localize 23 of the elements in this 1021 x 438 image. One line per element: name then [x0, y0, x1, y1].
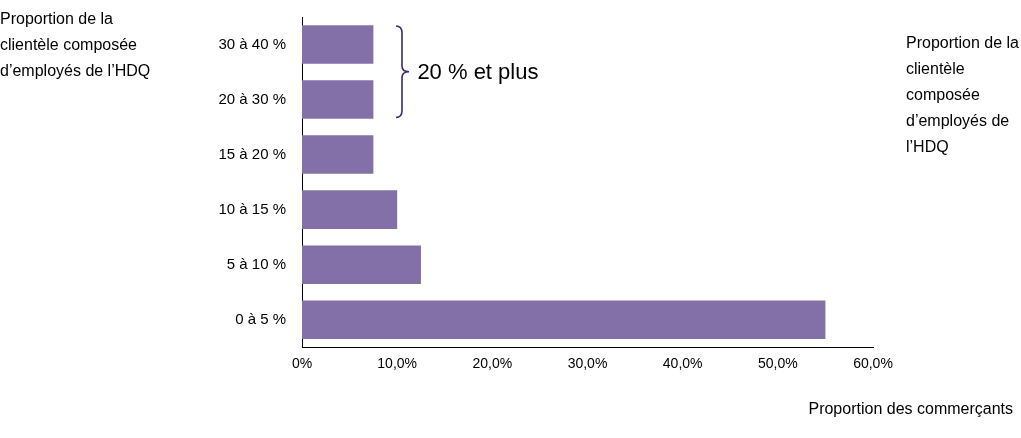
x-tick-label: 40,0%	[662, 355, 703, 372]
bar	[302, 25, 374, 64]
y-tick-label: 30 à 40 %	[218, 34, 286, 52]
x-tick-label: 30,0%	[567, 355, 608, 372]
bar	[302, 135, 374, 174]
y-axis-title: Proportion de la clientèle composée d’employés de l’HDQ	[0, 9, 152, 81]
bar	[302, 300, 826, 339]
y-tick-label: 20 à 30 %	[218, 89, 286, 107]
x-tick-label: 50,0%	[757, 355, 798, 372]
bar	[302, 80, 374, 119]
x-tick-label: 60,0%	[853, 355, 893, 372]
x-tick-label: 0%	[291, 355, 313, 372]
y-tick-label: 5 à 10 %	[226, 254, 286, 272]
x-axis-title: Proportion des commerçants	[808, 399, 1013, 419]
x-tick-label: 10,0%	[377, 355, 418, 372]
y-tick-label: 15 à 20 %	[218, 144, 286, 162]
text: Proportion de la clientèle composée d’employés de l’HDQ	[906, 33, 1019, 157]
bar	[302, 245, 421, 284]
y-tick-label: 0 à 5 %	[235, 309, 286, 327]
y-tick-label: 10 à 15 %	[218, 199, 286, 217]
bar	[302, 190, 398, 229]
x-tick-label: 20,0%	[472, 355, 513, 372]
annotation: 20 % et plus	[417, 58, 539, 87]
